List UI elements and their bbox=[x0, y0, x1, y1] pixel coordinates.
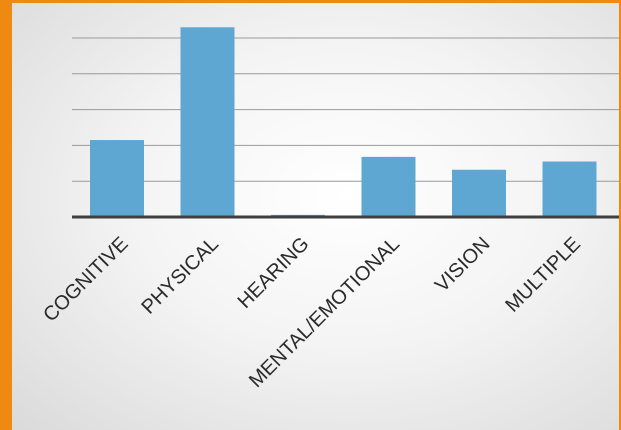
bar-mental-emotional bbox=[361, 156, 416, 217]
gridlines bbox=[72, 37, 619, 182]
category-label: MULTIPLE bbox=[501, 233, 585, 317]
bar-chart: COGNITIVE PHYSICAL HEARINGMENTAL/EMOTIONAL… bbox=[39, 27, 619, 392]
category-label: PHYSICAL bbox=[138, 233, 224, 319]
chart-frame: COGNITIVE PHYSICAL HEARING MENTAL/EMOTIONAL… bbox=[12, 3, 619, 430]
category-label: VISION bbox=[431, 233, 494, 296]
bar-physical bbox=[180, 27, 235, 218]
bar-multiple bbox=[542, 161, 597, 217]
category-labels: COGNITIVE PHYSICAL HEARINGMENTAL/EMOTIONAL… bbox=[39, 233, 585, 392]
bars bbox=[90, 27, 597, 218]
bar-cognitive bbox=[90, 140, 144, 217]
bar-vision bbox=[452, 169, 506, 217]
category-label: COGNITIVE bbox=[39, 233, 132, 326]
category-label: HEARING bbox=[234, 233, 314, 313]
category-label: MENTAL/EMOTIONAL bbox=[245, 233, 404, 392]
